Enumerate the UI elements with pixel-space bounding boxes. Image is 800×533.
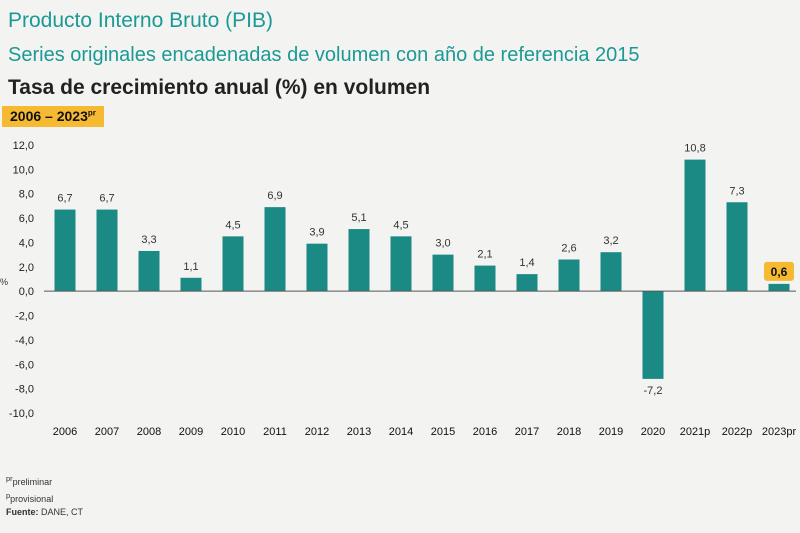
y-tick-label: 6,0 [19, 213, 34, 225]
highlight-label-bg [764, 261, 794, 281]
bar-chart: 12,0 10,0 8,0 6,0 4,0 2,0 0,0 -2,0 -4,0 -6,0 -8,0 -… [0, 140, 797, 438]
data-label-2008: 3,3 [141, 234, 156, 246]
x-tick-label: 2014 [389, 426, 413, 438]
bar-2016 [474, 265, 496, 292]
x-tick-label: 2006 [53, 426, 77, 438]
data-label-2022p: 7,3 [729, 185, 744, 197]
data-labels: 6,7 6,7 3,3 1,1 4,5 6,9 3,9 5,1 4,5 3,0 2,1 1,4 2,6 3… [57, 143, 794, 397]
y-axis-label: % [0, 277, 8, 287]
y-tick-label: -2,0 [15, 311, 34, 323]
bar-2013 [348, 229, 370, 292]
x-tick-label: 2017 [515, 426, 539, 438]
chart-title: Producto Interno Bruto (PIB) [8, 9, 273, 32]
bar-2014 [390, 236, 412, 292]
x-tick-label: 2015 [431, 426, 455, 438]
data-label-2009: 1,1 [183, 261, 198, 273]
bar-2017 [516, 274, 538, 292]
y-tick-label: -6,0 [15, 359, 34, 371]
x-tick-label: 2011 [263, 426, 287, 438]
y-tick-label: 0,0 [19, 286, 34, 298]
data-label-2019: 3,2 [603, 235, 618, 247]
x-tick-label: 2022p [722, 426, 753, 438]
y-tick-label: -4,0 [15, 335, 34, 347]
bar-2022p [726, 202, 748, 292]
data-label-2010: 4,5 [225, 219, 240, 231]
x-tick-label: 2019 [599, 426, 623, 438]
x-tick-label: 2020 [641, 426, 665, 438]
note-pr-text: preliminar [12, 477, 53, 487]
data-label-2017: 1,4 [519, 257, 534, 269]
data-label-2018: 2,6 [561, 243, 576, 255]
footnotes: prpreliminar pprovisional Fuente: DANE, … [6, 472, 83, 519]
note-provisional: pprovisional [6, 489, 83, 506]
bar-2015 [432, 254, 454, 292]
x-tick-label: 2013 [347, 426, 371, 438]
y-tick-label: 12,0 [13, 140, 34, 152]
bar-2020 [642, 291, 664, 379]
chart-subtitle: Series originales encadenadas de volumen… [8, 44, 640, 66]
y-tick-label: 10,0 [13, 164, 34, 176]
y-tick-label: 8,0 [19, 189, 34, 201]
bar-2007 [96, 209, 118, 292]
x-tick-label: 2018 [557, 426, 581, 438]
data-label-2020: -7,2 [644, 385, 663, 397]
y-tick-label: 4,0 [19, 237, 34, 249]
bar-2009 [180, 277, 202, 292]
data-label-2007: 6,7 [99, 193, 114, 205]
period-superscript: pr [87, 108, 96, 118]
x-tick-label: 2010 [221, 426, 245, 438]
data-label-2023pr: 0,6 [771, 265, 788, 279]
note-preliminar: prpreliminar [6, 472, 83, 489]
data-label-2016: 2,1 [477, 249, 492, 261]
note-pr-mark: pr [6, 474, 13, 483]
bar-2023pr [768, 283, 790, 292]
y-tick-label: -10,0 [9, 408, 34, 420]
bar-2021p [684, 159, 706, 292]
source-value: DANE, CT [38, 507, 84, 517]
note-p-text: provisional [10, 494, 54, 504]
y-tick-label: 2,0 [19, 262, 34, 274]
bar-2019 [600, 252, 622, 292]
data-label-2006: 6,7 [57, 193, 72, 205]
bar-2008 [138, 250, 160, 292]
data-label-2015: 3,0 [435, 238, 450, 250]
data-label-2013: 5,1 [351, 212, 366, 224]
bar-2018 [558, 259, 580, 292]
x-axis: 2006 2007 2008 2009 2010 2011 2012 2013 2014 2015… [53, 426, 797, 438]
data-label-2012: 3,9 [309, 227, 324, 239]
bar-2012 [306, 243, 328, 292]
period-text: 2006 – 2023 [10, 108, 88, 124]
x-tick-label: 2012 [305, 426, 329, 438]
x-tick-label: 2021p [680, 426, 711, 438]
x-tick-label: 2008 [137, 426, 161, 438]
bar-2010 [222, 236, 244, 292]
source-label: Fuente: [6, 507, 39, 517]
data-label-2011: 6,9 [267, 190, 282, 202]
x-tick-label: 2023pr [762, 426, 797, 438]
bar-2006 [54, 209, 76, 292]
x-tick-label: 2016 [473, 426, 497, 438]
data-label-2014: 4,5 [393, 219, 408, 231]
y-axis: 12,0 10,0 8,0 6,0 4,0 2,0 0,0 -2,0 -4,0 -6,0 -8,0 -… [9, 140, 34, 420]
y-tick-label: -8,0 [15, 384, 34, 396]
chart-measure: Tasa de crecimiento anual (%) en volumen [8, 76, 431, 99]
period-badge: 2006 – 2023pr [2, 106, 104, 127]
note-p-mark: p [6, 491, 11, 500]
note-source: Fuente: DANE, CT [6, 506, 83, 519]
x-tick-label: 2009 [179, 426, 203, 438]
bar-2011 [264, 207, 286, 292]
data-label-2021p: 10,8 [684, 143, 705, 155]
bars [54, 159, 790, 379]
x-tick-label: 2007 [95, 426, 119, 438]
